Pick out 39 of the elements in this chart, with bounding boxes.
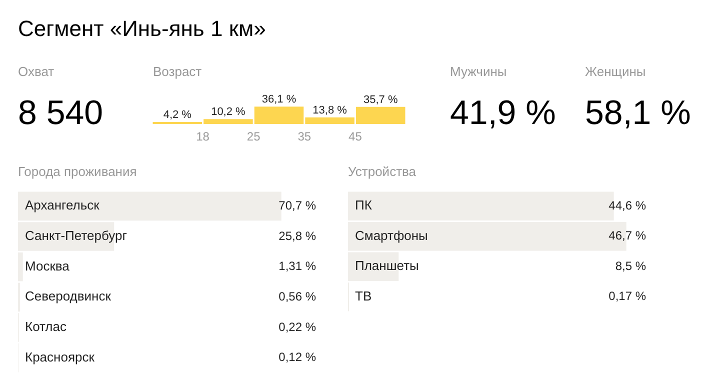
text: 45 [348, 129, 362, 144]
data-label: 46,7 % [608, 228, 646, 243]
text: 58,1 % [585, 94, 691, 133]
y-tick-label: Северодвинск [25, 288, 112, 304]
text: Мужчины [450, 64, 507, 79]
data-label: 44,6 % [608, 198, 646, 212]
data-label: 25,8 % [278, 228, 316, 243]
text: Сегмент «Инь-янь 1 км» [18, 16, 266, 42]
data-label: 0,22 % [278, 320, 316, 334]
data-label: 13,8 % [312, 104, 348, 116]
data-label: 0,12 % [278, 350, 316, 364]
chart-title: Устройства [348, 164, 416, 179]
text: Охват [18, 64, 54, 79]
data-label: 0,17 % [608, 289, 646, 304]
data-label: 1,31 % [278, 259, 316, 274]
text: 41,9 % [450, 94, 556, 133]
text: 35 [298, 129, 312, 144]
y-tick-label: Санкт-Петербург [25, 228, 128, 244]
y-tick-label: Смартфоны [355, 228, 428, 243]
data-label: 4,2 % [163, 108, 192, 121]
data-label: 10,2 % [211, 106, 246, 118]
y-tick-label: Котлас [25, 319, 67, 334]
data-label: 70,7 % [278, 198, 316, 212]
y-tick-label: Планшеты [355, 258, 419, 274]
data-label: 35,7 % [363, 94, 398, 106]
data-label: 0,56 % [278, 289, 316, 304]
data-label: 36,1 % [262, 94, 296, 106]
y-tick-label: ТВ [355, 288, 372, 304]
text: 25 [246, 129, 261, 144]
y-tick-label: Москва [25, 258, 70, 274]
text: Женщины [585, 64, 646, 79]
chart-title: Города проживания [18, 164, 137, 179]
chart-title: Возраст [153, 64, 202, 79]
data-label: 8,5 % [615, 258, 646, 273]
y-tick-label: Красноярск [25, 349, 95, 364]
text: 18 [196, 129, 210, 144]
text: 8 540 [18, 94, 104, 133]
y-tick-label: Архангельск [25, 198, 100, 213]
y-tick-label: ПК [355, 198, 372, 213]
